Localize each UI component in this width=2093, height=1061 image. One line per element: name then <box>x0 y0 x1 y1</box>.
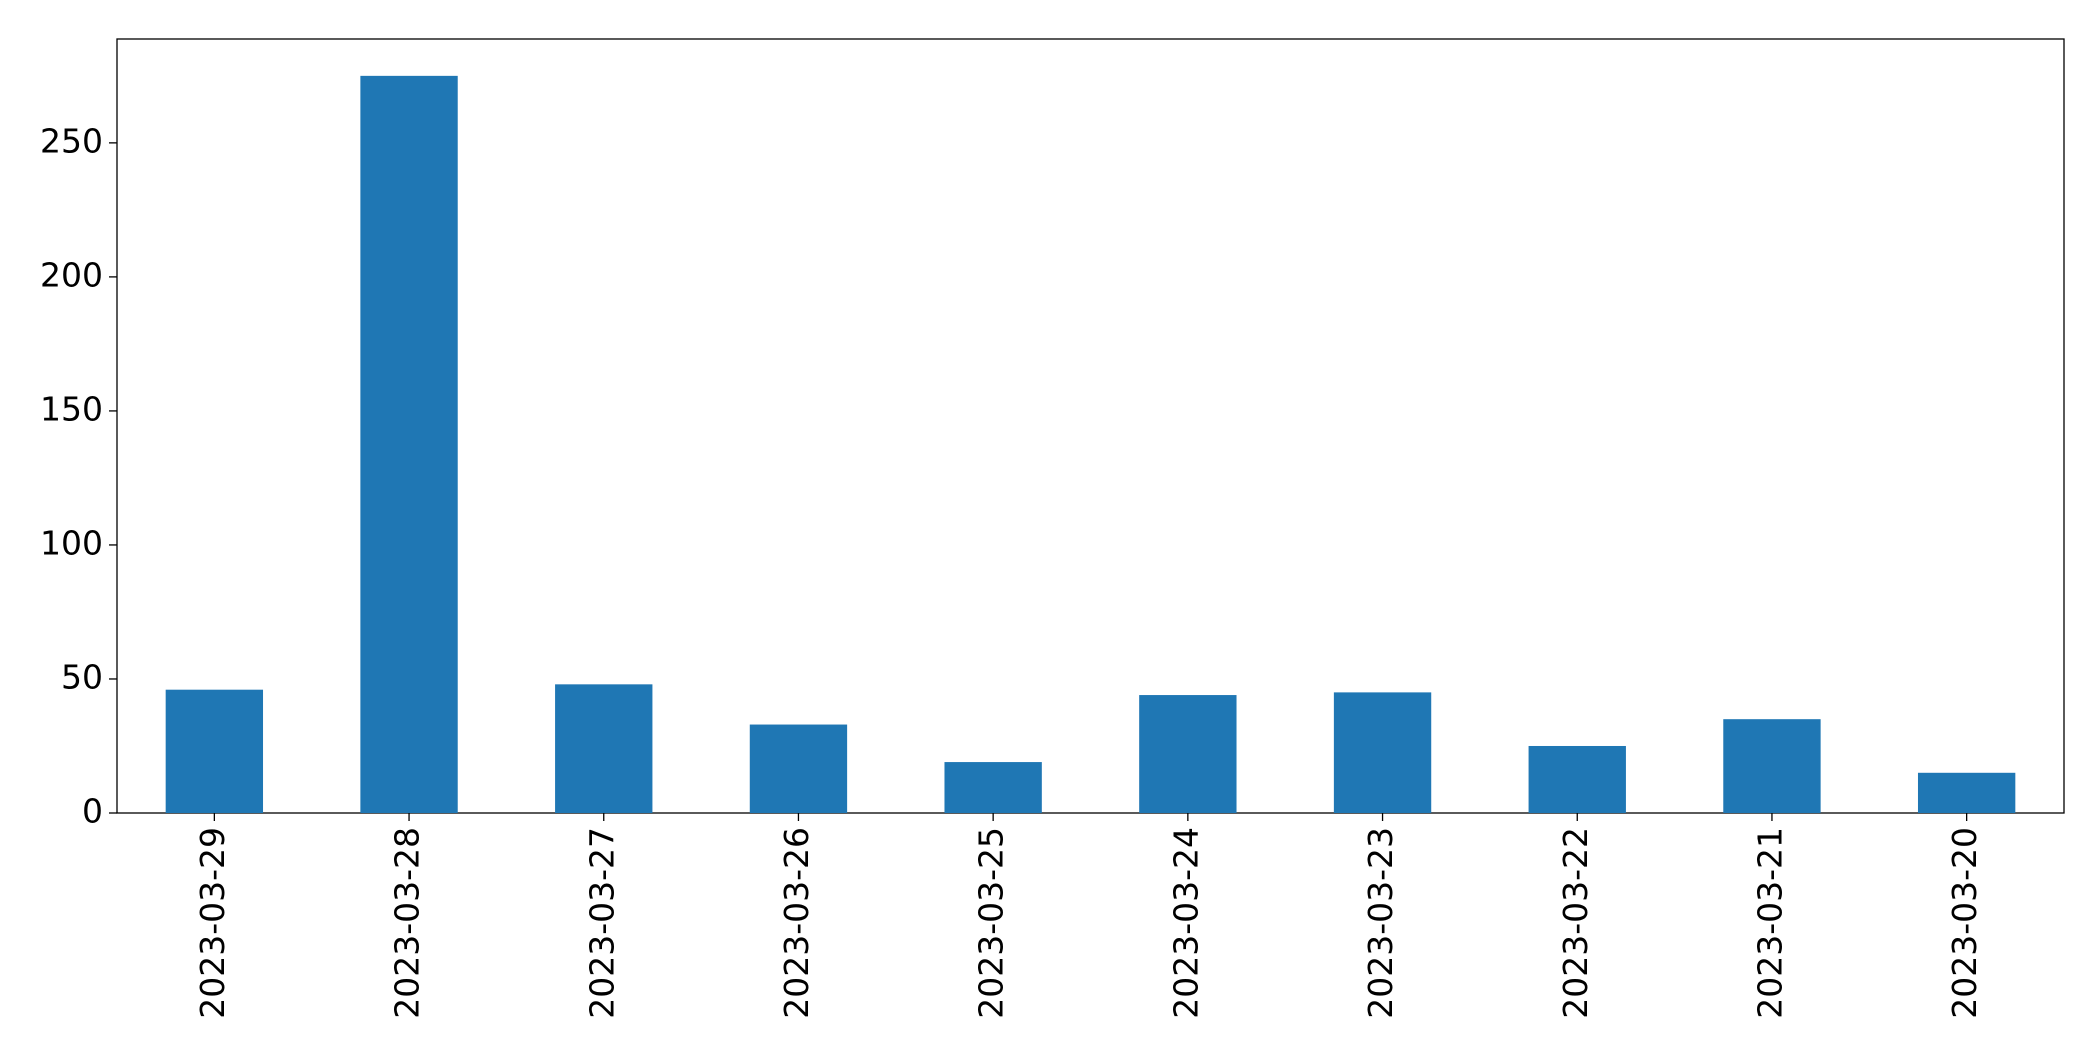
x-tick-label: 2023-03-21 <box>1750 827 1789 1019</box>
y-tick-label: 150 <box>40 389 103 428</box>
x-tick-label: 2023-03-22 <box>1556 827 1595 1019</box>
bar <box>1917 772 2016 813</box>
bar <box>165 689 264 813</box>
y-tick-label: 100 <box>40 523 103 562</box>
x-tick-label: 2023-03-29 <box>193 827 232 1019</box>
x-tick-label: 2023-03-25 <box>972 827 1011 1019</box>
x-tick-label: 2023-03-28 <box>388 827 427 1019</box>
y-tick-label: 200 <box>40 255 103 294</box>
bar <box>360 75 458 814</box>
x-tick-label: 2023-03-24 <box>1166 827 1205 1019</box>
bar <box>1723 719 1821 813</box>
x-tick-label: 2023-03-20 <box>1945 827 1984 1019</box>
bar <box>749 724 848 813</box>
y-tick-label: 0 <box>82 792 103 831</box>
bar <box>1139 695 1237 813</box>
bar <box>1333 692 1432 813</box>
y-tick-label: 250 <box>40 121 103 160</box>
x-tick-label: 2023-03-23 <box>1361 827 1400 1019</box>
x-tick-label: 2023-03-27 <box>582 827 621 1019</box>
plot-frame <box>116 38 2065 814</box>
bar <box>944 762 1042 813</box>
x-tick-label: 2023-03-26 <box>777 827 816 1019</box>
bar <box>555 684 653 813</box>
y-tick-label: 50 <box>61 657 103 696</box>
bar <box>1528 745 1626 813</box>
